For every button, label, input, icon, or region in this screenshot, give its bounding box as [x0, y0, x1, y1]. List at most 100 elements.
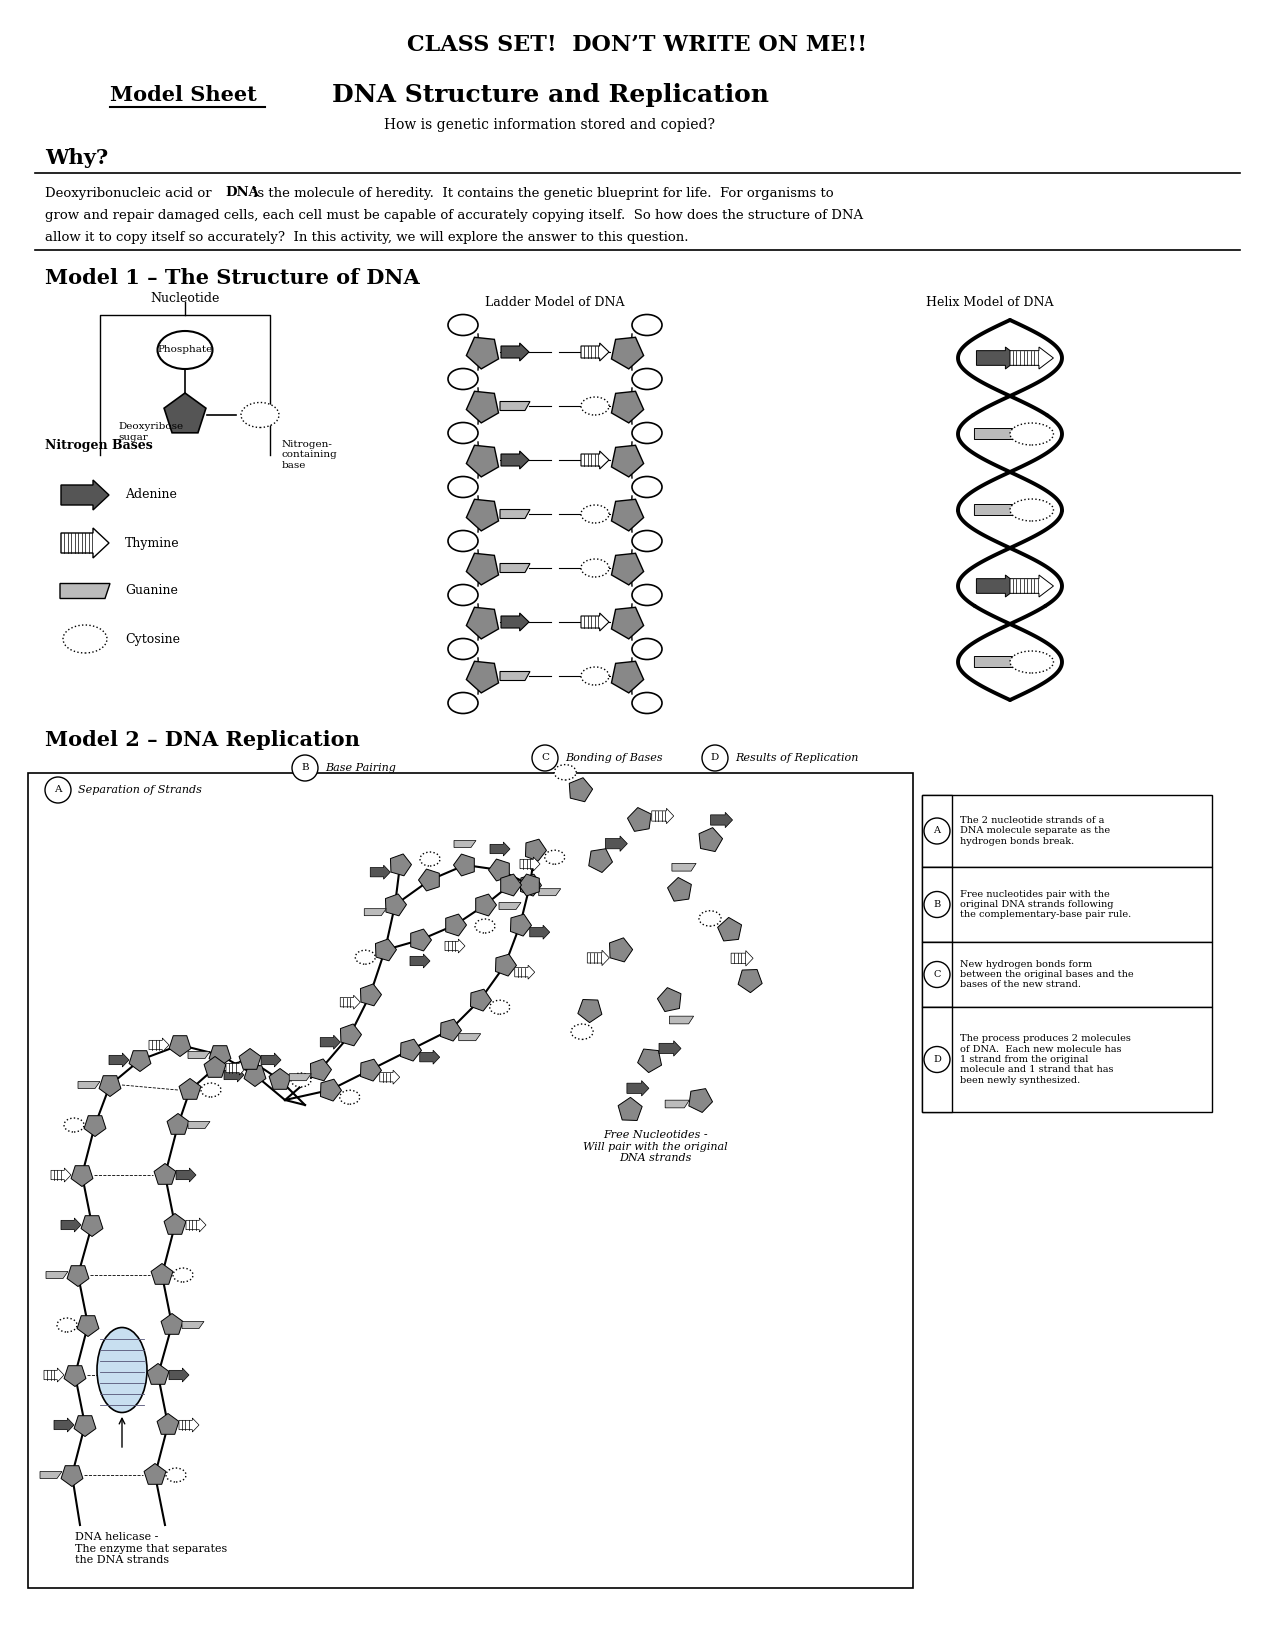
Ellipse shape — [476, 919, 495, 932]
Polygon shape — [738, 970, 762, 993]
Ellipse shape — [97, 1328, 147, 1412]
Ellipse shape — [158, 332, 213, 370]
Text: is the molecule of heredity.  It contains the genetic blueprint for life.  For o: is the molecule of heredity. It contains… — [249, 186, 834, 200]
Text: DNA helicase -
The enzyme that separates
the DNA strands: DNA helicase - The enzyme that separates… — [75, 1531, 227, 1566]
Ellipse shape — [291, 1072, 311, 1087]
Text: Guanine: Guanine — [125, 584, 178, 597]
Polygon shape — [82, 1216, 103, 1236]
Polygon shape — [418, 870, 440, 891]
Polygon shape — [612, 607, 644, 639]
Bar — [922, 942, 952, 1006]
Text: A: A — [55, 785, 61, 795]
Polygon shape — [261, 1053, 280, 1068]
Polygon shape — [500, 401, 530, 411]
Polygon shape — [157, 1414, 178, 1434]
Polygon shape — [589, 848, 612, 873]
Polygon shape — [510, 914, 532, 936]
Text: Deoxyribose
sugar: Deoxyribose sugar — [119, 422, 184, 442]
Polygon shape — [187, 1122, 210, 1129]
Polygon shape — [501, 874, 521, 896]
Polygon shape — [361, 1059, 381, 1081]
Polygon shape — [240, 1048, 261, 1069]
Polygon shape — [149, 1038, 170, 1053]
Polygon shape — [440, 1020, 462, 1041]
Polygon shape — [974, 505, 1021, 515]
Polygon shape — [659, 1041, 681, 1056]
Text: D: D — [711, 754, 719, 762]
Polygon shape — [170, 1036, 191, 1056]
Circle shape — [924, 891, 950, 917]
Text: The 2 nucleotide strands of a
DNA molecule separate as the
hydrogen bonds break.: The 2 nucleotide strands of a DNA molecu… — [960, 817, 1111, 846]
Ellipse shape — [448, 368, 478, 389]
Bar — [922, 795, 1213, 866]
Polygon shape — [187, 1051, 210, 1059]
Text: Nucleotide: Nucleotide — [150, 292, 219, 305]
Polygon shape — [454, 855, 474, 876]
Circle shape — [703, 746, 728, 771]
Text: Bonding of Bases: Bonding of Bases — [565, 752, 663, 762]
Polygon shape — [588, 950, 609, 965]
Polygon shape — [400, 1040, 422, 1061]
Polygon shape — [84, 1115, 106, 1137]
Polygon shape — [499, 903, 521, 909]
Polygon shape — [581, 614, 609, 630]
Polygon shape — [612, 500, 644, 531]
Polygon shape — [144, 1464, 166, 1485]
Ellipse shape — [356, 950, 375, 964]
Polygon shape — [78, 1081, 99, 1089]
Ellipse shape — [632, 368, 662, 389]
Circle shape — [924, 962, 950, 987]
Text: Deoxyribonucleic acid or: Deoxyribonucleic acid or — [45, 186, 215, 200]
Polygon shape — [164, 1213, 186, 1234]
Polygon shape — [529, 926, 550, 939]
Polygon shape — [500, 564, 530, 573]
Ellipse shape — [544, 850, 565, 865]
Polygon shape — [365, 909, 386, 916]
Polygon shape — [496, 954, 516, 977]
Polygon shape — [467, 500, 499, 531]
Ellipse shape — [448, 422, 478, 444]
Text: Ladder Model of DNA: Ladder Model of DNA — [486, 295, 625, 309]
Polygon shape — [658, 988, 681, 1011]
Polygon shape — [612, 337, 644, 370]
Ellipse shape — [448, 531, 478, 551]
Text: Nitrogen-
containing
base: Nitrogen- containing base — [282, 441, 338, 470]
Polygon shape — [375, 939, 397, 960]
Text: Why?: Why? — [45, 148, 108, 168]
Polygon shape — [612, 553, 644, 584]
Polygon shape — [99, 1076, 121, 1097]
Polygon shape — [539, 889, 561, 896]
Polygon shape — [340, 995, 361, 1010]
Polygon shape — [154, 1163, 176, 1185]
Polygon shape — [688, 1089, 713, 1112]
Text: Model 1 – The Structure of DNA: Model 1 – The Structure of DNA — [45, 267, 419, 289]
Polygon shape — [74, 1416, 96, 1437]
Bar — [922, 866, 1213, 942]
Polygon shape — [515, 965, 534, 978]
Text: A: A — [933, 827, 941, 835]
Bar — [28, 772, 913, 1587]
Ellipse shape — [448, 693, 478, 713]
Text: Thymine: Thymine — [125, 536, 180, 549]
Bar — [922, 1006, 952, 1112]
Polygon shape — [652, 808, 673, 823]
Circle shape — [924, 1046, 950, 1072]
Polygon shape — [61, 528, 108, 558]
Polygon shape — [710, 812, 733, 828]
Polygon shape — [186, 1218, 207, 1233]
Text: B: B — [933, 899, 941, 909]
Bar — [922, 942, 1213, 1006]
Polygon shape — [209, 1046, 231, 1066]
Polygon shape — [129, 1051, 150, 1071]
Polygon shape — [244, 1066, 266, 1086]
Text: How is genetic information stored and copied?: How is genetic information stored and co… — [385, 119, 715, 132]
Polygon shape — [61, 1465, 83, 1487]
Polygon shape — [470, 990, 491, 1011]
Polygon shape — [71, 1165, 93, 1186]
Text: D: D — [933, 1054, 941, 1064]
Polygon shape — [627, 1081, 649, 1096]
Polygon shape — [445, 939, 465, 954]
Polygon shape — [1010, 574, 1053, 597]
Text: DNA Structure and Replication: DNA Structure and Replication — [332, 82, 769, 107]
Ellipse shape — [57, 1318, 76, 1332]
